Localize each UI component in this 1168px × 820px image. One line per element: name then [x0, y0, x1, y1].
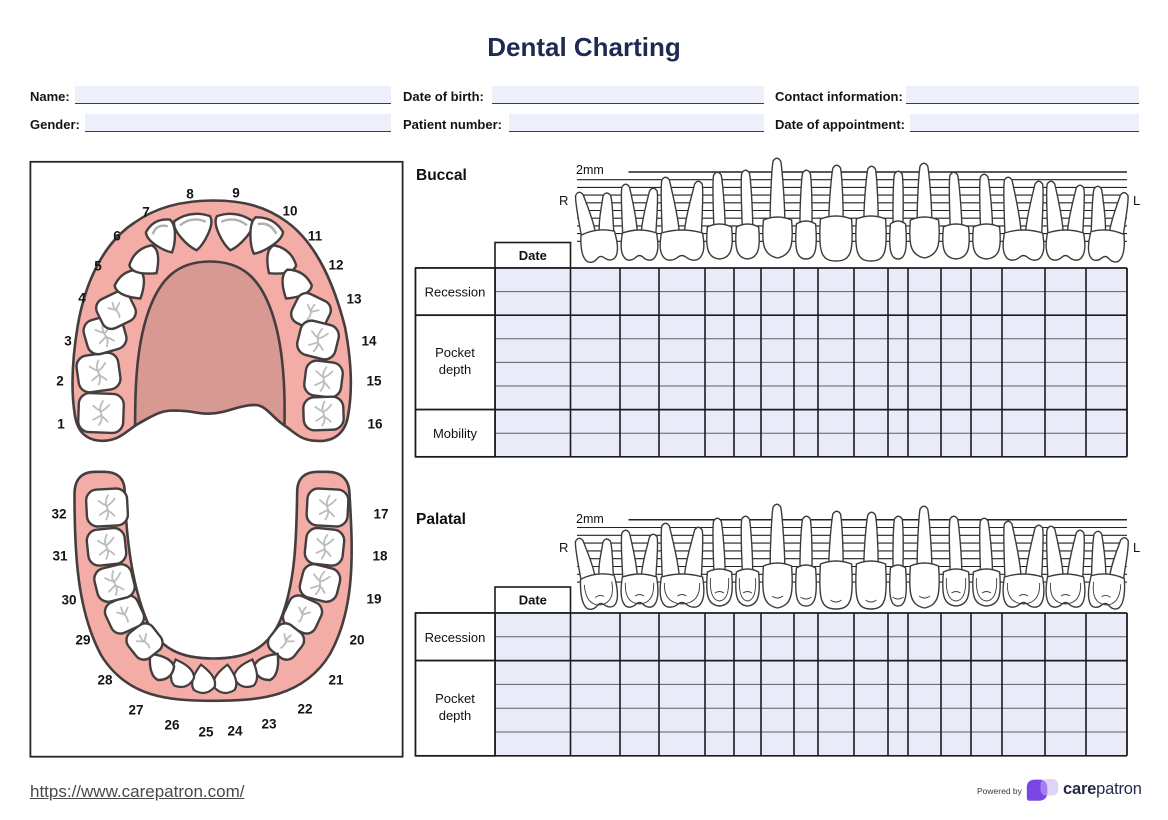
svg-text:11: 11 [308, 229, 323, 244]
svg-text:22: 22 [297, 702, 312, 717]
svg-text:R: R [559, 540, 568, 555]
svg-text:9: 9 [232, 186, 240, 201]
svg-text:13: 13 [346, 292, 362, 307]
svg-text:Pocket: Pocket [435, 691, 475, 706]
svg-text:depth: depth [439, 708, 472, 723]
svg-text:7: 7 [142, 205, 150, 220]
svg-text:6: 6 [113, 229, 121, 244]
svg-text:8: 8 [186, 187, 194, 202]
svg-text:14: 14 [361, 334, 377, 349]
svg-text:2mm: 2mm [576, 163, 604, 177]
svg-text:Buccal: Buccal [416, 167, 467, 184]
svg-text:1: 1 [57, 417, 65, 432]
svg-text:R: R [559, 193, 568, 208]
svg-text:29: 29 [75, 633, 90, 648]
svg-text:2mm: 2mm [576, 512, 604, 526]
svg-text:15: 15 [366, 374, 382, 389]
svg-text:23: 23 [261, 717, 277, 732]
svg-text:27: 27 [128, 703, 143, 718]
svg-text:L: L [1133, 540, 1140, 555]
svg-text:32: 32 [51, 507, 66, 522]
svg-text:26: 26 [164, 718, 180, 733]
svg-text:depth: depth [439, 362, 472, 377]
svg-text:Mobility: Mobility [433, 426, 478, 441]
svg-text:30: 30 [61, 593, 76, 608]
svg-text:28: 28 [97, 673, 113, 688]
svg-text:20: 20 [349, 633, 364, 648]
svg-text:4: 4 [78, 291, 86, 306]
svg-text:19: 19 [366, 592, 381, 607]
svg-text:16: 16 [367, 417, 383, 432]
svg-text:25: 25 [198, 725, 214, 740]
svg-text:12: 12 [328, 258, 343, 273]
svg-text:2: 2 [56, 374, 64, 389]
svg-text:5: 5 [94, 259, 102, 274]
svg-text:18: 18 [372, 549, 388, 564]
svg-text:24: 24 [227, 724, 243, 739]
svg-text:Date: Date [519, 248, 547, 263]
svg-text:10: 10 [282, 204, 297, 219]
svg-text:Date: Date [519, 593, 547, 608]
svg-text:21: 21 [328, 673, 344, 688]
svg-text:Pocket: Pocket [435, 345, 475, 360]
svg-text:3: 3 [64, 334, 72, 349]
svg-text:Recession: Recession [425, 285, 486, 300]
svg-text:31: 31 [52, 549, 68, 564]
svg-text:Recession: Recession [425, 630, 486, 645]
svg-text:L: L [1133, 193, 1140, 208]
svg-text:Palatal: Palatal [416, 511, 466, 528]
svg-text:17: 17 [373, 507, 388, 522]
